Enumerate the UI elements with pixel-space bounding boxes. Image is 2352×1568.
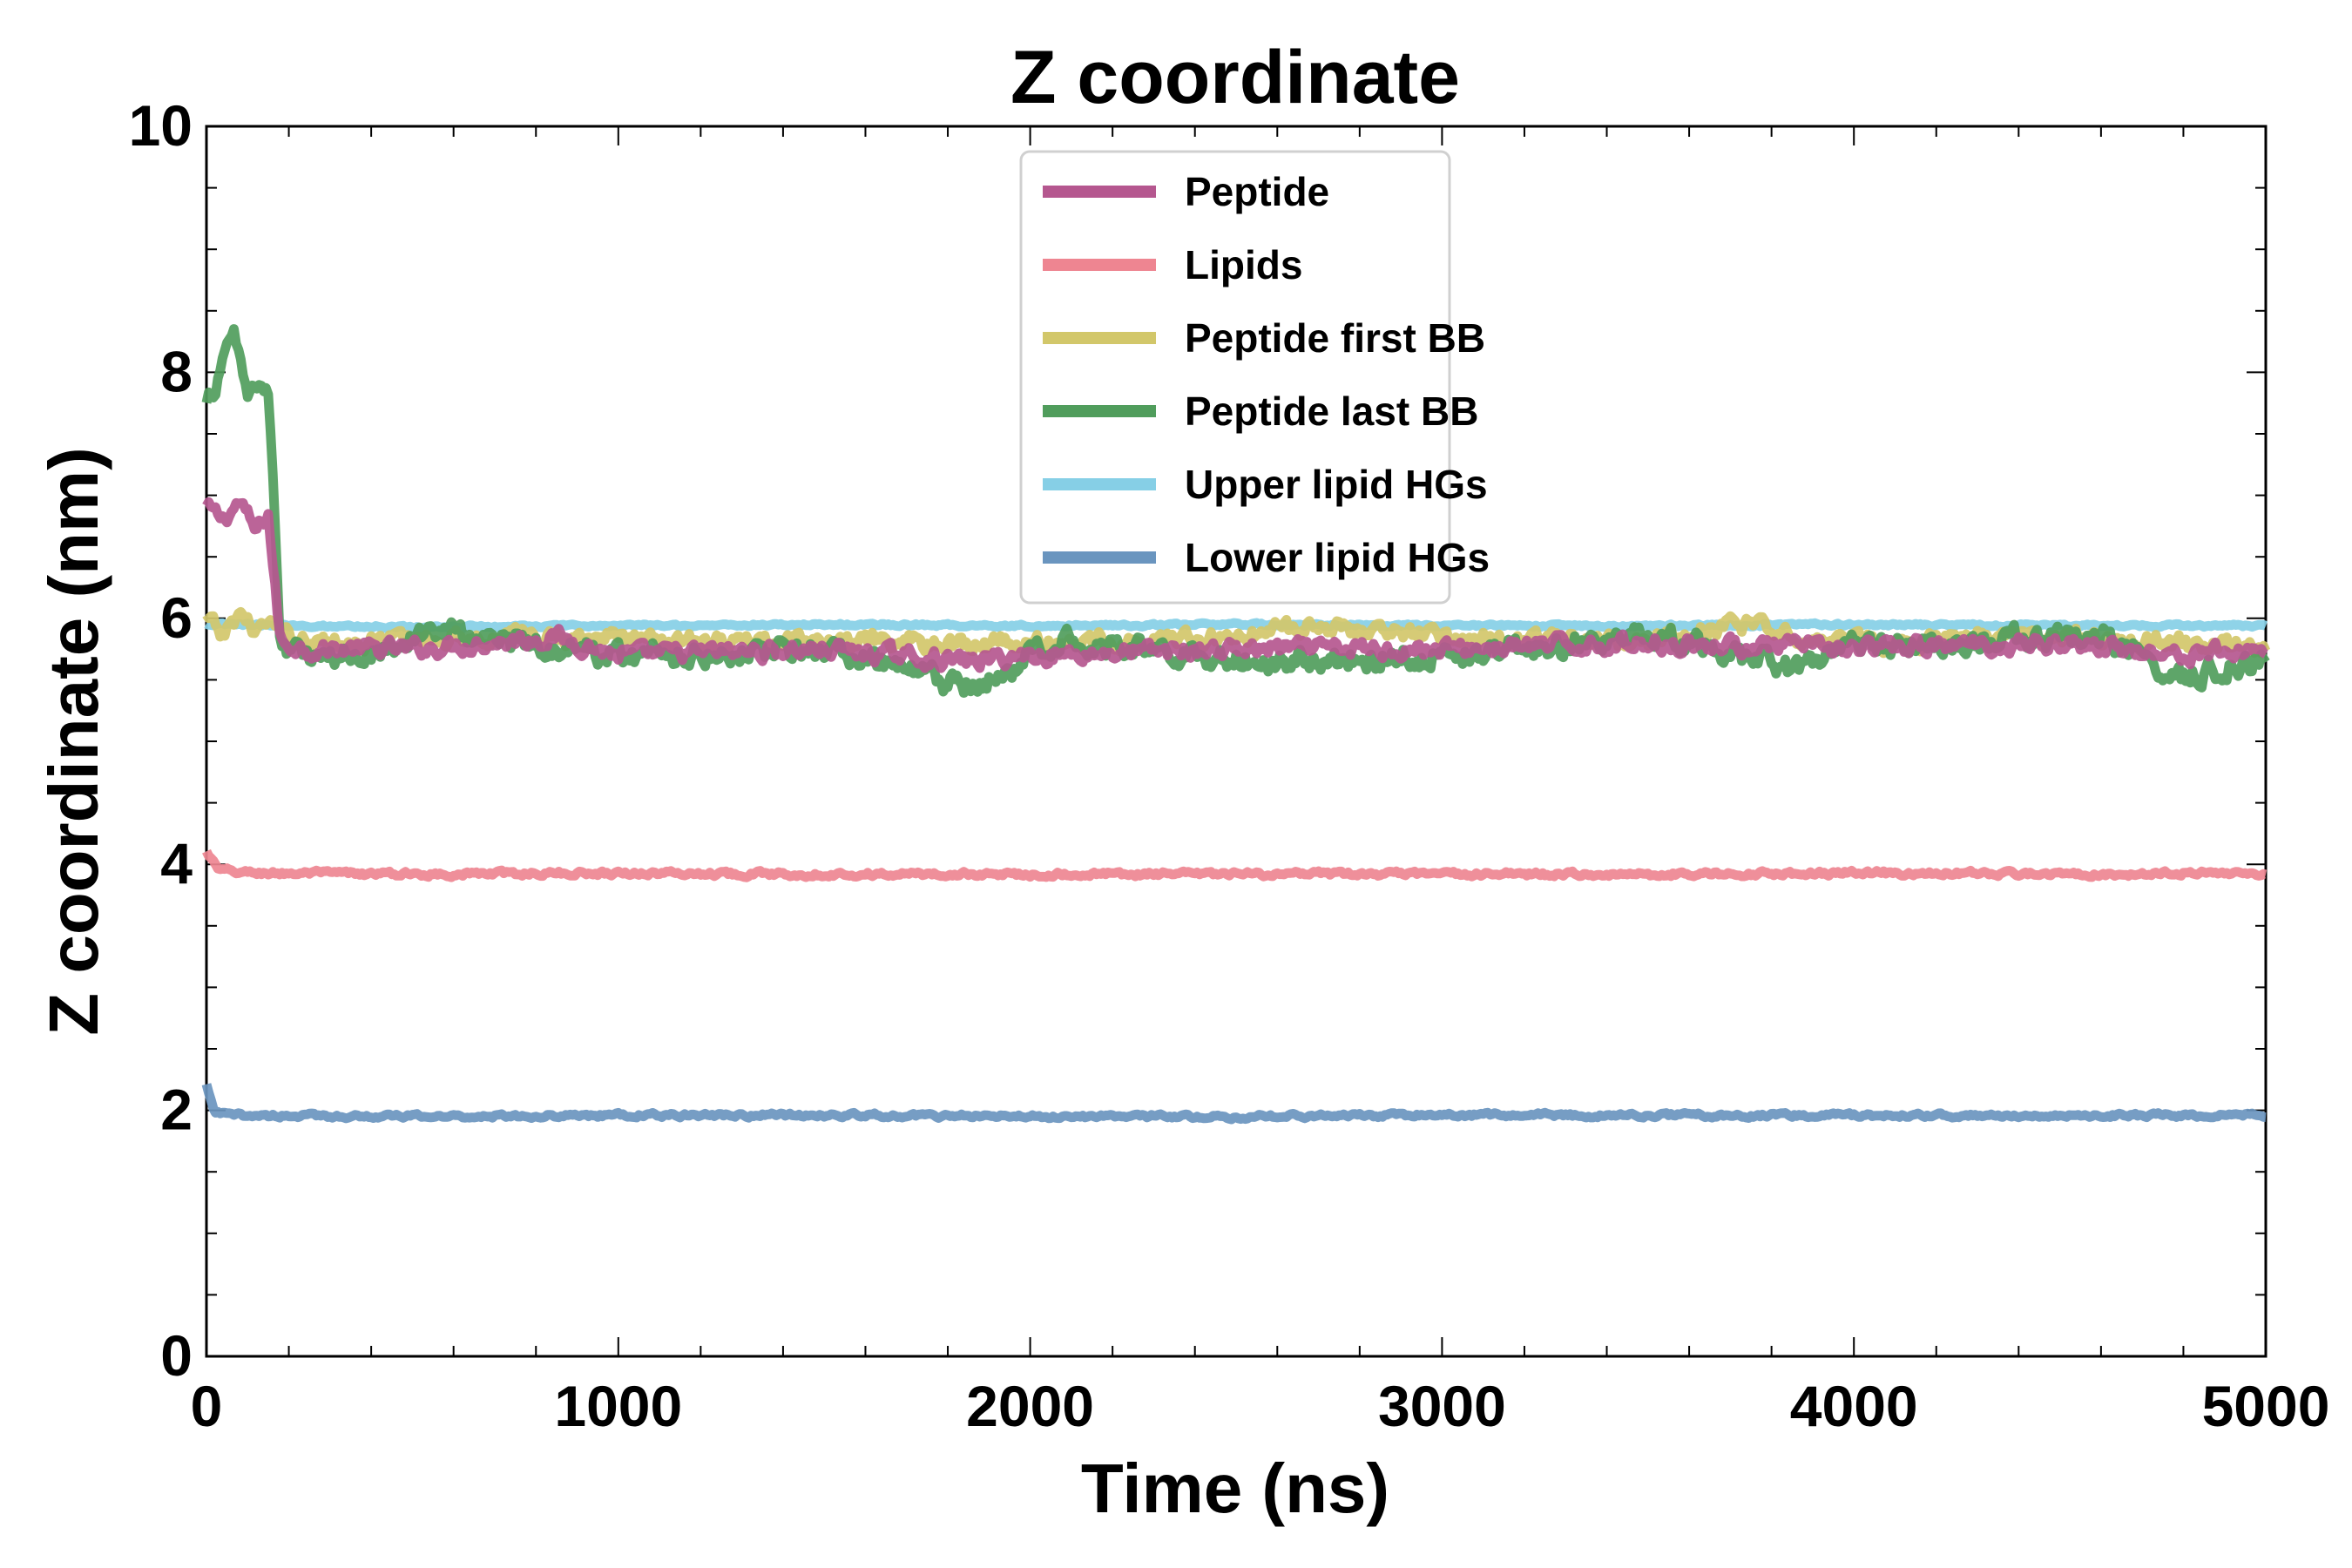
series-lines xyxy=(201,324,2271,1125)
x-tick-label: 3000 xyxy=(1378,1374,1506,1438)
legend-label: Peptide last BB xyxy=(1185,389,1478,434)
y-tick-label: 2 xyxy=(160,1078,193,1142)
x-tick-label: 4000 xyxy=(1790,1374,1918,1438)
legend-label: Lower lipid HGs xyxy=(1185,535,1490,580)
legend-label: Peptide xyxy=(1185,169,1329,214)
series-line-lipids xyxy=(202,848,2268,882)
y-tick-label: 6 xyxy=(160,585,193,650)
x-axis-label: Time (ns) xyxy=(1081,1450,1389,1527)
legend-label: Lipids xyxy=(1185,242,1302,287)
y-tick-label: 8 xyxy=(160,339,193,403)
legend-label: Upper lipid HGs xyxy=(1185,462,1488,507)
y-axis-label: Z coordinate (nm) xyxy=(35,447,112,1036)
axis-ticks xyxy=(206,125,2267,1357)
series-line-upper-lipid-hgs xyxy=(204,618,2268,633)
legend: Peptide Lipids Peptide first BB Peptide las… xyxy=(1019,150,1490,605)
y-tick-label: 0 xyxy=(160,1323,193,1388)
series-line-peptide xyxy=(202,497,2268,673)
x-tick-label: 2000 xyxy=(966,1374,1094,1438)
y-tick-labels: 0 2 4 6 8 10 xyxy=(129,93,193,1388)
x-tick-label: 5000 xyxy=(2202,1374,2330,1438)
legend-label: Peptide first BB xyxy=(1185,315,1485,361)
x-tick-label: 1000 xyxy=(554,1374,682,1438)
x-tick-label: 0 xyxy=(191,1374,223,1438)
series-line-lower-lipid-hgs xyxy=(201,1083,2268,1125)
x-tick-labels: 0 1000 2000 3000 4000 5000 xyxy=(191,1374,2330,1438)
y-tick-label: 4 xyxy=(160,831,193,896)
chart-title: Z coordinate xyxy=(1010,36,1460,119)
y-tick-label: 10 xyxy=(129,93,193,158)
